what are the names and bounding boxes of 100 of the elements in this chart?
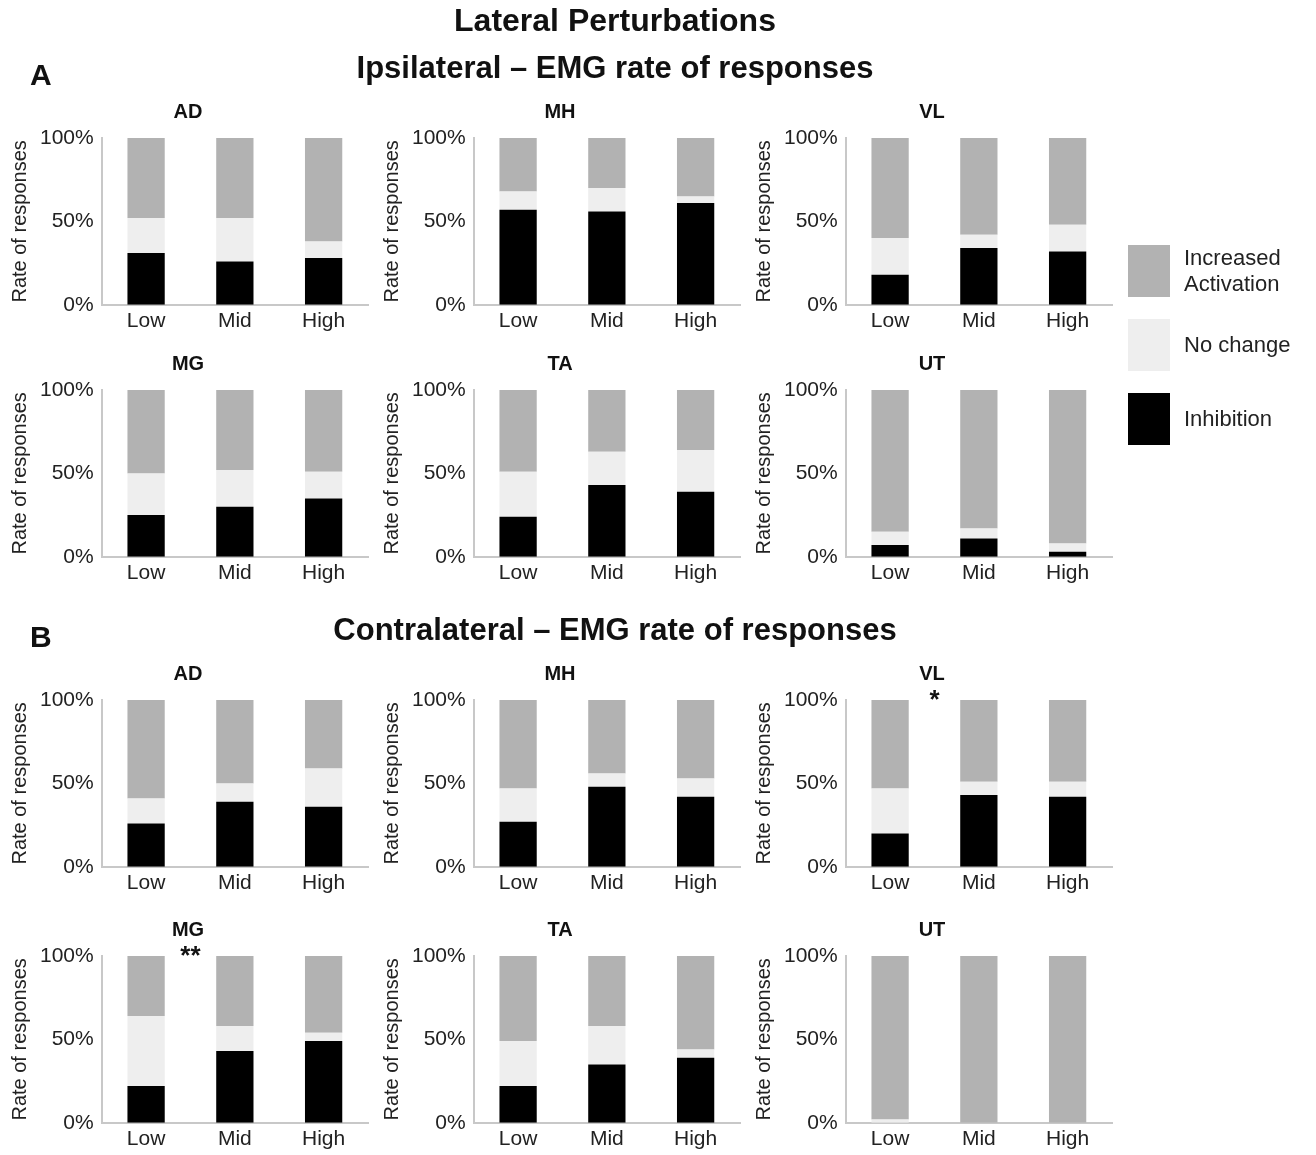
y-tick-label: 0% (807, 543, 838, 567)
y-tick-label: 50% (423, 208, 466, 232)
x-tick-label: Mid (961, 1126, 996, 1150)
y-axis-title: Rate of responses (751, 958, 774, 1121)
bar (1048, 224, 1087, 252)
y-tick-label: 100% (411, 124, 466, 148)
bar (871, 138, 909, 239)
chart-title: TA (547, 917, 573, 940)
bar (499, 191, 537, 210)
bar (871, 390, 909, 532)
y-tick-label: 100% (39, 376, 94, 400)
bar (1048, 796, 1087, 867)
x-tick-label: Low (126, 560, 167, 584)
bar (960, 138, 998, 235)
bar (304, 258, 343, 305)
bar (304, 768, 343, 807)
bar (499, 138, 537, 192)
text: Ipsilateral – EMG rate of responses (356, 50, 874, 85)
chart-title: VL (919, 99, 945, 122)
text: Contralateral – EMG rate of responses (333, 612, 897, 647)
x-tick-label: Low (126, 1126, 167, 1150)
bar (127, 473, 165, 516)
bar (216, 956, 254, 1027)
bar (304, 806, 343, 867)
y-tick-label: 50% (795, 770, 838, 794)
bar (676, 450, 715, 492)
bar (127, 798, 165, 824)
bar (588, 390, 626, 452)
x-tick-label: High (674, 1126, 718, 1150)
bar (676, 196, 715, 204)
bar (216, 1051, 254, 1123)
bar (960, 781, 998, 796)
bar (588, 188, 626, 212)
bar (871, 545, 909, 557)
y-tick-label: 50% (423, 770, 466, 794)
bar (304, 241, 343, 259)
bar (216, 801, 254, 867)
x-tick-label: Mid (961, 870, 996, 894)
bar (304, 700, 343, 769)
x-tick-label: Mid (217, 560, 252, 584)
y-tick-label: 100% (783, 376, 838, 400)
x-tick-label: Mid (589, 560, 624, 584)
x-tick-label: High (1046, 870, 1090, 894)
bar (960, 538, 998, 557)
bar (499, 471, 537, 517)
x-tick-label: High (302, 560, 346, 584)
x-tick-label: Low (498, 1126, 539, 1150)
bar (871, 788, 909, 834)
bar (588, 485, 626, 557)
y-tick-label: 50% (51, 770, 94, 794)
y-tick-label: 50% (423, 460, 466, 484)
annotation: ** (180, 940, 202, 971)
bar (960, 248, 998, 305)
bar (127, 390, 165, 474)
bar (499, 209, 537, 305)
chart-title: AD (173, 661, 203, 684)
chart-title: TA (547, 351, 573, 374)
bar (871, 833, 909, 867)
bar (127, 700, 165, 799)
y-tick-label: 0% (435, 853, 466, 877)
bar (216, 261, 254, 305)
y-tick-label: 0% (435, 543, 466, 567)
bar (588, 700, 626, 774)
bar (676, 138, 715, 197)
bar (871, 238, 909, 275)
x-tick-label: Low (498, 560, 539, 584)
y-tick-label: 0% (63, 291, 94, 315)
bar (1048, 138, 1087, 225)
bar (304, 471, 343, 499)
chart-title: VL (919, 661, 945, 684)
x-tick-label: High (1046, 560, 1090, 584)
bar (588, 786, 626, 867)
y-tick-label: 0% (807, 853, 838, 877)
bar (588, 211, 626, 305)
bar (216, 700, 254, 784)
bar (676, 203, 715, 305)
bar (588, 1026, 626, 1065)
bar (127, 1086, 165, 1123)
bar (304, 956, 343, 1033)
x-tick-label: High (674, 560, 718, 584)
bar (127, 823, 165, 867)
x-tick-label: High (302, 1126, 346, 1150)
x-tick-label: Low (870, 308, 911, 332)
bar (676, 1057, 715, 1123)
bar (216, 1026, 254, 1052)
y-axis-title: Rate of responses (379, 702, 402, 865)
bar (960, 528, 998, 539)
x-tick-label: Mid (589, 1126, 624, 1150)
x-tick-label: High (1046, 308, 1090, 332)
bar (871, 274, 909, 305)
bar (960, 234, 998, 249)
bar (127, 218, 165, 254)
x-tick-label: Low (126, 308, 167, 332)
y-axis-title: Rate of responses (7, 140, 30, 303)
bar (216, 218, 254, 262)
bar (216, 470, 254, 507)
bar (588, 773, 626, 787)
bar (216, 390, 254, 471)
x-tick-label: High (1046, 1126, 1090, 1150)
y-tick-label: 50% (795, 1026, 838, 1050)
